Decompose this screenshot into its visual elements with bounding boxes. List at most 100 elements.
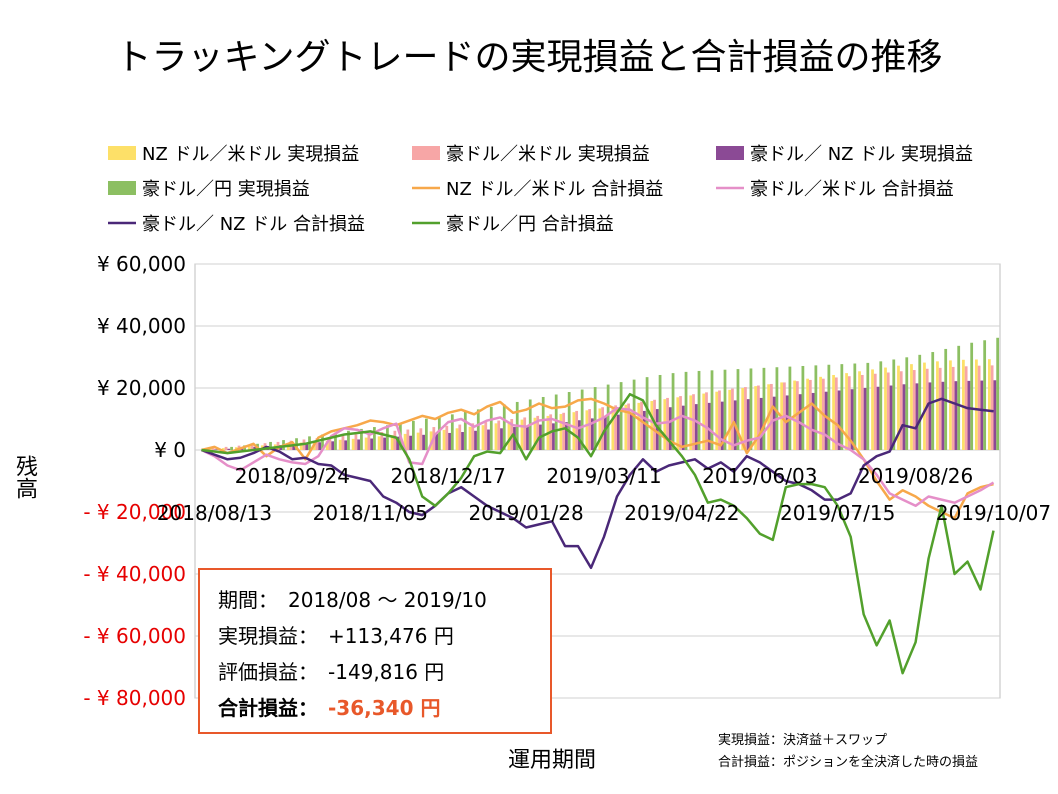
legend-label: 豪ドル／米ドル 合計損益	[750, 179, 954, 200]
y-tick-label: - ¥ 20,000	[83, 500, 186, 524]
bar-aud_nzd_realized	[811, 392, 815, 450]
bar-nzd_usd_realized	[442, 429, 446, 450]
bar-aud_usd_realized	[938, 367, 942, 450]
x-tick-label: 2019/01/28	[468, 501, 583, 525]
line-aud_usd_total	[200, 406, 995, 508]
bar-nzd_usd_realized	[949, 360, 952, 450]
bar-aud_nzd_realized	[616, 414, 620, 450]
bar-nzd_usd_realized	[871, 369, 874, 450]
bar-aud_jpy_realized	[619, 382, 623, 450]
summary-unrealized-value: -149,816 円	[328, 660, 445, 684]
bar-aud_usd_realized	[744, 387, 747, 450]
bar-aud_jpy_realized	[762, 367, 766, 450]
bar-nzd_usd_realized	[923, 362, 926, 450]
bar-aud_usd_realized	[795, 381, 799, 450]
bar-aud_usd_realized	[925, 368, 929, 450]
bar-aud_usd_realized	[315, 438, 319, 450]
bar-aud_usd_realized	[445, 425, 449, 450]
bar-nzd_usd_realized	[624, 404, 628, 450]
bar-aud_jpy_realized	[970, 342, 974, 450]
x-tick-label: 2018/12/17	[391, 464, 506, 488]
bar-nzd_usd_realized	[403, 433, 407, 450]
bar-aud_nzd_realized	[603, 416, 607, 450]
bar-aud_jpy_realized	[723, 369, 727, 450]
bar-aud_nzd_realized	[578, 420, 581, 450]
bar-nzd_usd_realized	[858, 371, 861, 450]
legend-label: 豪ドル／円 実現損益	[142, 179, 310, 200]
bar-aud_nzd_realized	[876, 386, 880, 450]
bar-nzd_usd_realized	[715, 391, 719, 450]
bar-nzd_usd_realized	[351, 438, 355, 450]
bar-aud_usd_realized	[601, 407, 604, 450]
legend-swatch	[108, 146, 136, 160]
footnotes: 実現損益：決済益＋スワップ 合計損益：ポジションを全決済した時の損益	[718, 730, 978, 774]
bar-aud_jpy_realized	[788, 366, 792, 450]
summary-realized-label: 実現損益：	[218, 624, 318, 648]
bar-nzd_usd_realized	[377, 436, 381, 450]
bar-aud_nzd_realized	[422, 434, 425, 450]
summary-unrealized-row: 評価損益： -149,816 円	[218, 654, 550, 690]
bar-aud_nzd_realized	[759, 397, 763, 450]
bar-nzd_usd_realized	[455, 428, 459, 450]
legend-swatch	[412, 146, 440, 160]
footnote-realized: 実現損益：決済益＋スワップ	[718, 733, 888, 748]
bar-aud_nzd_realized	[720, 401, 724, 450]
bar-aud_jpy_realized	[593, 387, 597, 450]
bar-aud_jpy_realized	[476, 409, 480, 450]
x-tick-label: 2019/03/11	[546, 464, 661, 488]
bar-aud_nzd_realized	[941, 381, 945, 450]
bar-aud_jpy_realized	[684, 371, 688, 450]
bar-nzd_usd_realized	[910, 364, 913, 450]
bar-aud_nzd_realized	[915, 383, 919, 450]
y-tick-label: - ¥ 40,000	[83, 562, 186, 586]
bar-aud_usd_realized	[458, 424, 462, 450]
bar-aud_jpy_realized	[424, 418, 428, 450]
bar-aud_jpy_realized	[347, 430, 350, 450]
bar-aud_jpy_realized	[801, 365, 805, 450]
bar-aud_jpy_realized	[489, 406, 493, 450]
bar-nzd_usd_realized	[806, 378, 809, 450]
bar-aud_jpy_realized	[918, 354, 922, 450]
bar-aud_nzd_realized	[954, 381, 958, 450]
line-aud_jpy_total	[201, 392, 995, 675]
bar-aud_usd_realized	[393, 430, 397, 450]
bar-aud_jpy_realized	[866, 362, 870, 450]
y-tick-label: ¥ 0	[154, 438, 186, 462]
bar-nzd_usd_realized	[585, 410, 589, 450]
chart-title: トラッキングトレードの実現損益と合計損益の推移	[115, 37, 943, 78]
bar-nzd_usd_realized	[637, 402, 641, 450]
bar-aud_nzd_realized	[694, 404, 698, 450]
bar-aud_nzd_realized	[344, 440, 348, 450]
bar-aud_nzd_realized	[448, 432, 451, 450]
bar-aud_usd_realized	[536, 415, 540, 450]
bar-nzd_usd_realized	[533, 417, 537, 450]
bar-aud_jpy_realized	[334, 432, 337, 450]
bar-aud_usd_realized	[484, 422, 488, 450]
summary-total-label: 合計損益：	[218, 696, 318, 720]
bar-aud_jpy_realized	[736, 369, 740, 450]
bar-aud_nzd_realized	[396, 436, 400, 450]
bar-nzd_usd_realized	[325, 440, 329, 450]
bar-aud_nzd_realized	[889, 385, 893, 450]
bar-aud_jpy_realized	[437, 416, 441, 450]
bar-series	[208, 337, 1000, 450]
bar-aud_nzd_realized	[318, 442, 322, 450]
x-tick-label: 2018/11/05	[313, 501, 428, 525]
bar-aud_nzd_realized	[850, 389, 854, 450]
bar-nzd_usd_realized	[208, 449, 212, 450]
bar-nzd_usd_realized	[481, 425, 485, 450]
bar-nzd_usd_realized	[897, 365, 900, 450]
bar-nzd_usd_realized	[468, 426, 472, 450]
bar-nzd_usd_realized	[416, 432, 420, 450]
bar-aud_usd_realized	[990, 365, 994, 450]
bar-nzd_usd_realized	[299, 442, 303, 450]
bar-aud_nzd_realized	[629, 412, 633, 450]
bar-aud_usd_realized	[497, 420, 501, 450]
x-tick-label: 2018/09/24	[235, 464, 350, 488]
bar-aud_nzd_realized	[526, 425, 529, 450]
legend-label: 豪ドル／米ドル 実現損益	[446, 144, 650, 165]
legend-label: 豪ドル／円 合計損益	[446, 214, 614, 235]
y-tick-label: ¥ 40,000	[97, 314, 186, 338]
bar-nzd_usd_realized	[247, 446, 251, 450]
bar-aud_nzd_realized	[357, 439, 361, 450]
